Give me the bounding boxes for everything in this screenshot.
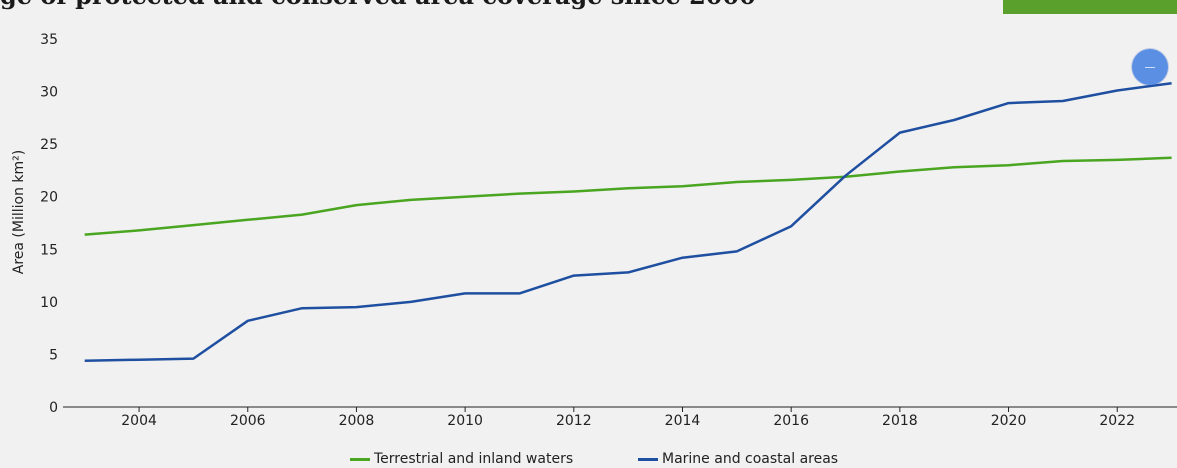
series-line-marine (84, 81, 1172, 362)
x-tick-label: 2012 (556, 413, 592, 429)
y-tick-label: 10 (40, 295, 58, 311)
legend-label-marine: Marine and coastal areas (662, 451, 839, 467)
y-tick-label: 15 (40, 242, 58, 258)
y-tick-label: 0 (49, 400, 58, 416)
x-tick-label: 2004 (121, 413, 157, 429)
x-tick-label: 2018 (882, 413, 918, 429)
series-line-terrestrial (84, 156, 1172, 236)
chart-title-fragment: ge of protected and conserved area cover… (0, 0, 756, 8)
x-tick-label: 2020 (991, 413, 1027, 429)
x-tick-label: 2010 (447, 413, 483, 429)
x-ticks: 2004 2006 2008 2010 2012 2014 2016 2018 2020 2022 (121, 407, 1135, 429)
x-tick-label: 2014 (665, 413, 701, 429)
y-ticks: 0 5 10 15 20 25 30 35 (40, 32, 58, 416)
y-tick-label: 35 (40, 32, 58, 48)
minus-icon (1145, 66, 1155, 68)
x-tick-label: 2008 (339, 413, 375, 429)
y-tick-label: 20 (40, 190, 58, 206)
y-axis-label: Area (Million km²) (11, 150, 27, 274)
x-tick-label: 2006 (230, 413, 266, 429)
legend-item-terrestrial: Terrestrial and inland waters (350, 451, 573, 467)
x-tick-label: 2022 (1099, 413, 1135, 429)
y-tick-label: 5 (49, 347, 58, 363)
series-lines (84, 81, 1172, 362)
legend-swatch-terrestrial (350, 457, 370, 461)
corner-tab[interactable] (1003, 0, 1177, 14)
legend-item-marine: Marine and coastal areas (638, 451, 838, 467)
y-tick-label: 25 (40, 137, 58, 153)
legend-label-terrestrial: Terrestrial and inland waters (374, 451, 574, 467)
legend: Terrestrial and inland waters Marine and… (0, 451, 1177, 468)
x-tick-label: 2016 (773, 413, 809, 429)
legend-swatch-marine (638, 457, 658, 461)
y-tick-label: 30 (40, 85, 58, 101)
scroll-to-top-button[interactable] (1132, 49, 1168, 85)
